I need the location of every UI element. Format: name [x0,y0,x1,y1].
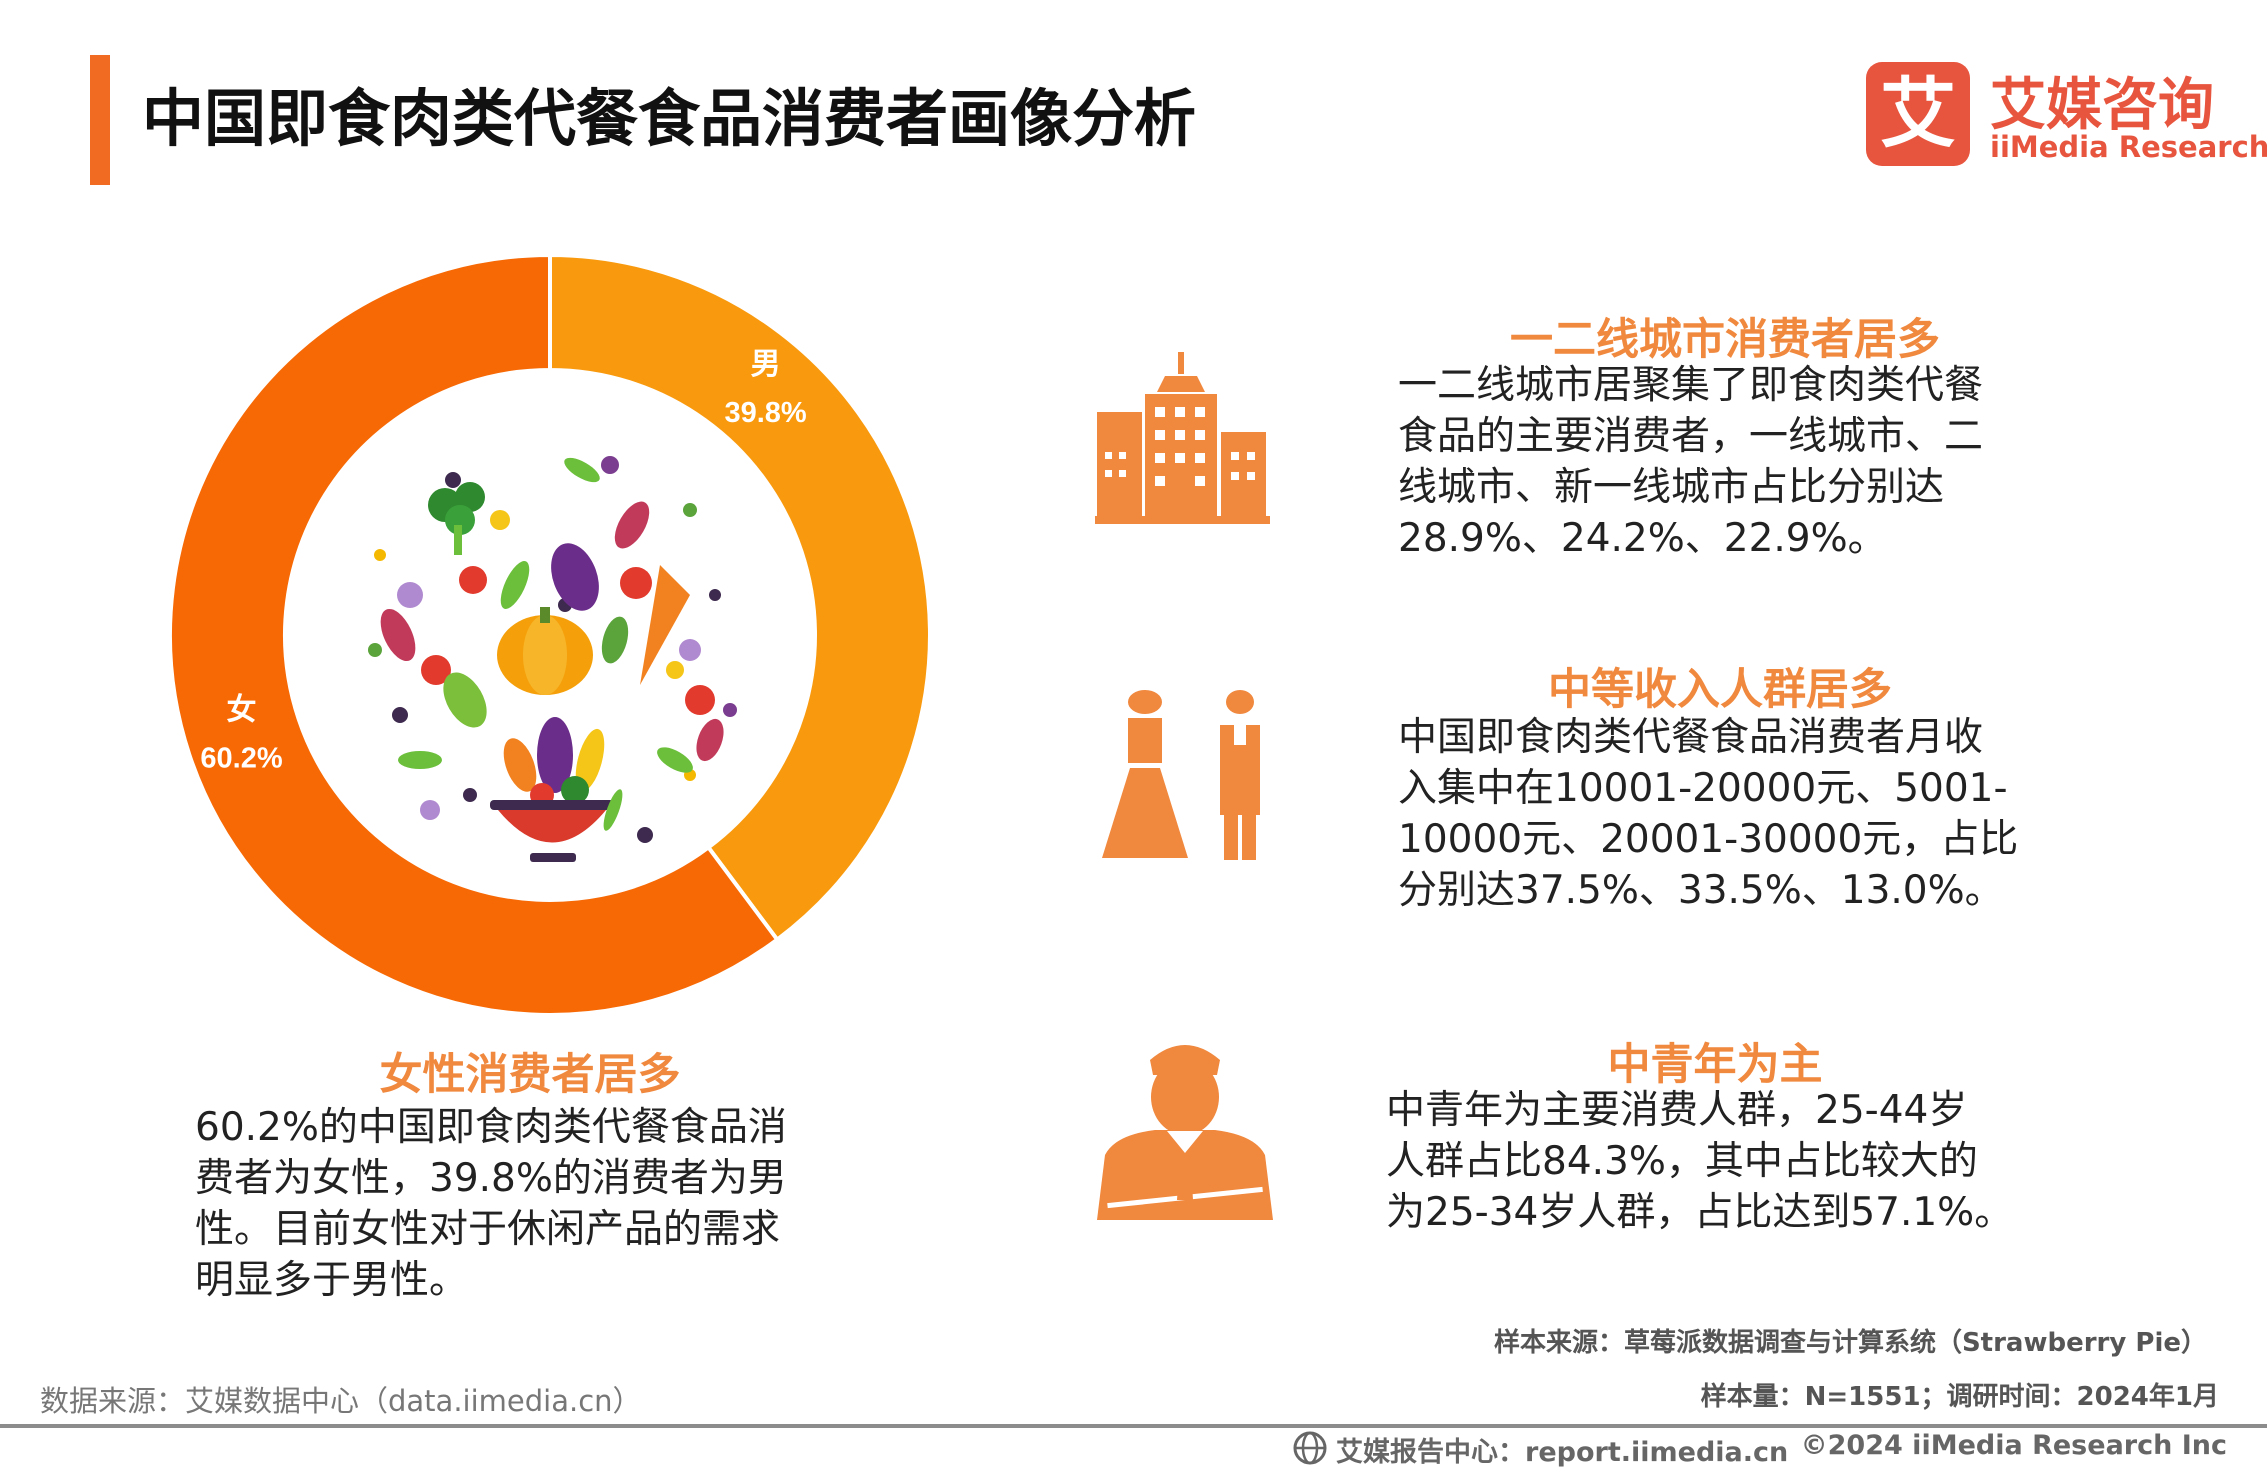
age-paragraph-line: 为25-34岁人群，占比达到57.1%。 [1386,1190,2014,1235]
footer-divider [0,1424,2267,1428]
donut-label-value: 39.8% [724,397,806,429]
female-heading: 女性消费者居多 [379,1050,681,1100]
globe-icon [1293,1431,1327,1465]
sample-size: 样本量：N=1551；调研时间：2024年1月 [1700,1382,2219,1412]
city-buildings-icon [1095,352,1270,524]
title-accent-bar [90,55,110,185]
report-center-link[interactable]: 艾媒报告中心：report.iimedia.cn [1336,1437,1789,1468]
age-paragraph: 中青年为主要消费人群，25-44岁 人群占比84.3%，其中占比较大的 为25-… [1386,1085,2013,1238]
gender-donut-chart: 男 39.8% 女 60.2% [170,255,930,1015]
city-paragraph-line: 食品的主要消费者，一线城市、二 [1398,414,1984,459]
businessman-icon [1097,1045,1273,1220]
female-paragraph: 60.2%的中国即食肉类代餐食品消 费者为女性，39.8%的消费者为男 性。目前… [195,1102,787,1306]
city-paragraph-line: 一二线城市居聚集了即食肉类代餐 [1398,363,1984,408]
donut-label-value: 60.2% [200,742,282,774]
income-paragraph-line: 分别达37.5%、33.5%、13.0%。 [1398,868,2004,913]
logo-text-en: iiMedia Research [1990,130,2267,164]
city-paragraph-line: 28.9%、24.2%、22.9%。 [1398,516,1887,561]
donut-slice-female [170,255,781,1015]
donut-slice-male [548,255,930,943]
data-source: 数据来源：艾媒数据中心（data.iimedia.cn） [40,1384,642,1418]
city-paragraph-line: 线城市、新一线城市占比分别达 [1398,465,1945,510]
age-heading: 中青年为主 [1607,1040,1823,1090]
logo-badge [1866,62,1970,166]
city-paragraph: 一二线城市居聚集了即食肉类代餐 食品的主要消费者，一线城市、二 线城市、新一线城… [1398,360,1983,564]
copyright: ©2024 iiMedia Research Inc [1800,1430,2227,1461]
income-paragraph-line: 10000元、20001-30000元，占比 [1398,817,2019,862]
income-heading: 中等收入人群居多 [1548,665,1892,715]
age-paragraph-line: 中青年为主要消费人群，25-44岁 [1386,1088,1968,1133]
sample-source: 样本来源：草莓派数据调查与计算系统（Strawberry Pie） [1493,1328,2207,1358]
donut-label-name: 女 [227,692,257,726]
logo-text-cn: 艾媒咨询 [1990,73,2214,138]
couple-icon [1102,690,1260,860]
income-paragraph-line: 中国即食肉类代餐食品消费者月收 [1398,715,1984,760]
female-paragraph-line: 费者为女性，39.8%的消费者为男 [195,1156,787,1201]
city-heading: 一二线城市消费者居多 [1510,315,1940,365]
income-paragraph: 中国即食肉类代餐食品消费者月收 入集中在10001-20000元、5001- 1… [1398,712,2018,916]
age-paragraph-line: 人群占比84.3%，其中占比较大的 [1386,1139,1978,1184]
female-paragraph-line: 60.2%的中国即食肉类代餐食品消 [195,1105,787,1150]
logo-glyph: 艾 [1880,69,1956,158]
page-title: 中国即食肉类代餐食品消费者画像分析 [142,82,1197,155]
vegetables-bowl-illustration [368,456,737,862]
female-paragraph-line: 明显多于男性。 [195,1258,469,1303]
income-paragraph-line: 入集中在10001-20000元、5001- [1398,766,2008,811]
female-paragraph-line: 性。目前女性对于休闲产品的需求 [195,1207,781,1252]
donut-label-name: 男 [751,348,781,381]
